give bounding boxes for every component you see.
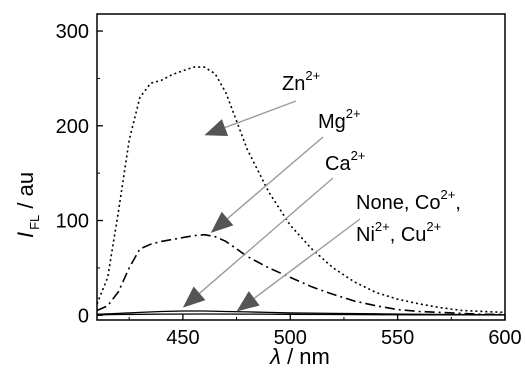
annotation-none-line1: None, Co2+, <box>356 187 461 214</box>
x-axis-ticks: 450 500 550 600 <box>128 314 522 349</box>
y-tick-label: 0 <box>78 305 89 327</box>
arrow-none-line <box>253 218 361 299</box>
x-tick-label: 550 <box>381 327 414 349</box>
x-axis-symbol: λ <box>269 344 281 369</box>
x-axis-unit: / nm <box>281 344 330 369</box>
annotation-none-line2: Ni2+, Cu2+ <box>356 219 441 246</box>
y-tick-label: 300 <box>56 21 89 43</box>
x-tick-label: 450 <box>166 327 199 349</box>
annotation-cu-sup: 2+ <box>426 219 441 234</box>
series-line-zn <box>96 66 506 314</box>
annotation-cu-base: , Cu <box>390 224 427 246</box>
annotation-zn: Zn2+ <box>282 68 320 95</box>
arrow-ca-head <box>182 286 206 308</box>
x-tick-label: 500 <box>274 327 307 349</box>
plot-frame <box>96 13 506 321</box>
arrow-zn-head <box>204 119 229 136</box>
arrow-ca-line <box>199 177 334 294</box>
annotation-ca-base: Ca <box>325 153 351 175</box>
arrow-none-head <box>236 291 260 312</box>
annotation-arrows <box>182 100 361 312</box>
y-tick-label: 200 <box>56 116 89 138</box>
x-axis-label: λ / nm <box>269 344 330 369</box>
annotation-none-line1-base: None, Co <box>356 192 441 214</box>
arrow-mg-line <box>227 136 324 220</box>
x-tick-label: 600 <box>488 327 521 349</box>
annotation-ca-sup: 2+ <box>351 148 366 163</box>
arrow-mg-head <box>210 211 234 233</box>
annotation-mg-sup: 2+ <box>346 106 361 121</box>
annotation-mg-base: Mg <box>318 111 346 133</box>
annotation-ni-base: Ni <box>356 224 375 246</box>
y-tick-label: 100 <box>56 211 89 233</box>
annotation-zn-base: Zn <box>282 73 305 95</box>
y-axis-symbol: I <box>13 232 38 238</box>
series-line-mg <box>96 233 505 316</box>
annotation-none-line1-tail: , <box>455 192 461 214</box>
y-axis-ticks: 0 100 200 300 <box>56 21 103 327</box>
annotation-mg: Mg2+ <box>318 106 361 133</box>
annotation-zn-sup: 2+ <box>305 68 320 83</box>
y-axis-unit: / au <box>13 172 38 215</box>
annotation-ni-sup: 2+ <box>375 219 390 234</box>
annotation-ca: Ca2+ <box>325 148 365 175</box>
plot-series <box>96 66 506 316</box>
y-axis-subscript: FL <box>27 215 42 230</box>
y-axis-label: I FL / au <box>13 172 42 238</box>
arrow-zn-line <box>224 100 297 129</box>
annotation-none-line1-sup: 2+ <box>441 187 456 202</box>
